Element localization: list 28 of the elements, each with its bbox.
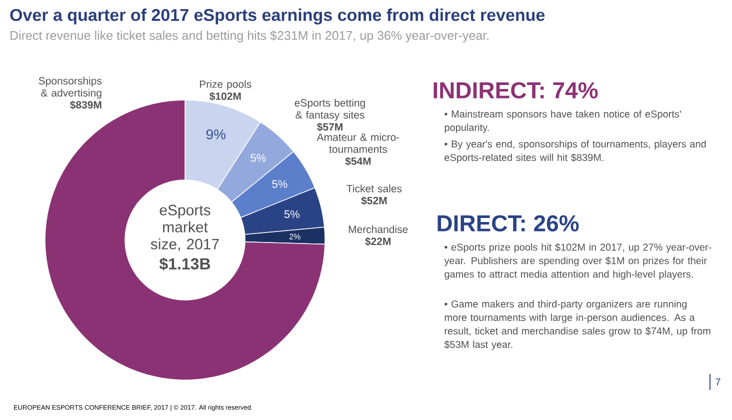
chart-title: Over a quarter of 2017 eSports earnings come from direct revenue (10, 8, 545, 24)
text: 7 (716, 378, 720, 386)
text: INDIRECT: 74% (434, 82, 598, 98)
text: eSports market size, 2017 (150, 204, 219, 252)
chart-subtitle: Direct revenue like ticket sales and betting hits $231M in 2017, up 36% year-over-year. (10, 30, 488, 42)
text: 5% (284, 210, 300, 218)
slice-label: eSports betting & fantasy sites (294, 98, 365, 121)
data-label: $22M (365, 237, 391, 246)
slice-label: Merchandise (348, 225, 408, 234)
data-label: $54M (345, 157, 371, 166)
data-label: $52M (361, 196, 387, 205)
text: 5% (272, 180, 288, 188)
text: • eSports prize pools hit $102M in 2017, up 27% year-over-year. Publishers are spending over $1M on prizes for their games to attract media attention and high-level players. (444, 243, 712, 280)
text: • Mainstream sponsors have taken notice of eSports' popularity. (444, 110, 681, 134)
slice-label: Amateur & micro-tournaments (316, 133, 400, 153)
slice-label: Sponsorships & advertising (38, 76, 102, 99)
data-label: $102M (209, 92, 241, 101)
data-label: $57M (317, 122, 342, 132)
text: 9% (206, 129, 226, 140)
data-label: $839M (70, 100, 102, 110)
text: $1.13B (159, 257, 210, 271)
slice-label: Prize pools (200, 80, 252, 90)
text: • By year's end, sponsorships of tournaments, players and eSports-related sites will hit $839M. (444, 140, 706, 164)
text: • Game makers and third-party organizers are running more tournaments with large in-person audiences. As a result, ticket and merchandise sales grow to $74M, up from $53M last year. (444, 300, 710, 350)
slice-label: Ticket sales (346, 184, 402, 192)
text: 5% (250, 154, 266, 162)
text: DIRECT: 26% (438, 215, 579, 232)
text: 2% (290, 234, 300, 240)
